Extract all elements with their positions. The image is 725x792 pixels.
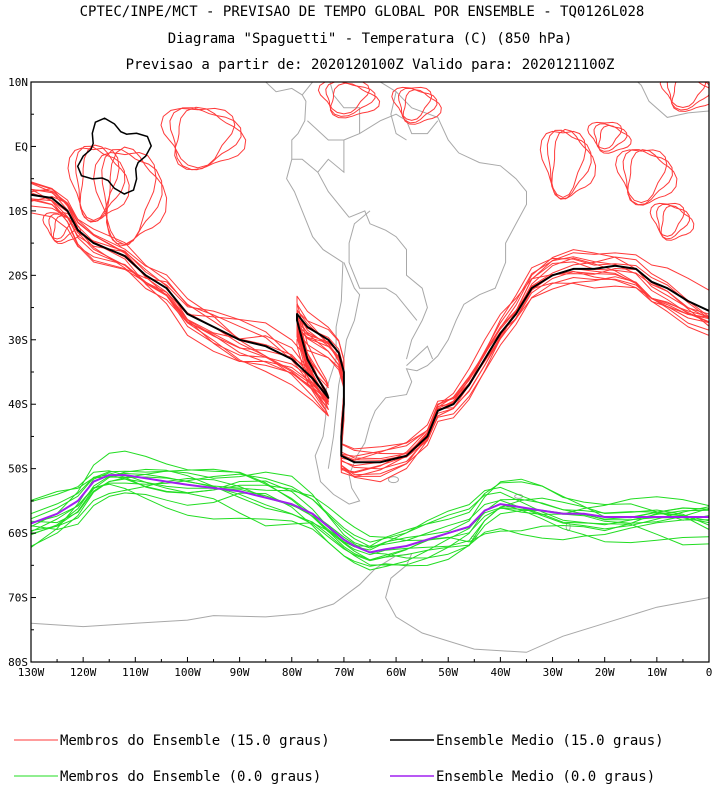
ensemble-member-line (31, 182, 709, 478)
x-tick-label: 70W (334, 666, 354, 679)
legend-label: Membros do Ensemble (15.0 graus) (60, 733, 330, 749)
chart-title: CPTEC/INPE/MCT - PREVISAO DE TEMPO GLOBA… (80, 4, 645, 20)
ensemble-means (31, 117, 709, 554)
ensemble-member-loop (42, 212, 72, 240)
ensemble-member-loop (174, 106, 247, 171)
ensemble-member-line (31, 188, 709, 476)
y-tick-label: 50S (8, 463, 28, 476)
ensemble-member-loop (101, 148, 163, 247)
ensemble-member-loop (169, 107, 242, 171)
y-tick-label: EQ (15, 140, 28, 153)
y-tick-label: 40S (8, 398, 28, 411)
ensemble-member-loop (587, 121, 623, 150)
ensemble-member-loop (627, 149, 678, 206)
ensemble-member-line (31, 189, 709, 460)
ensemble-member-line (31, 450, 709, 547)
ensemble-member-loop (649, 202, 685, 237)
ensemble-member-loop (160, 107, 236, 169)
ensemble-member-loop (551, 128, 597, 200)
x-tick-label: 80W (282, 666, 302, 679)
ensemble-member-line (31, 192, 709, 473)
ensemble-member-loop (329, 82, 381, 119)
x-tick-label: 30W (543, 666, 563, 679)
y-tick-label: 70S (8, 592, 28, 605)
x-tick-label: 0 (706, 666, 713, 679)
x-tick-label: 100W (174, 666, 201, 679)
ensemble-member-loop (67, 147, 120, 222)
ensemble-member-line (31, 188, 709, 450)
legend-label: Ensemble Medio (15.0 graus) (436, 733, 664, 749)
x-tick-label: 110W (122, 666, 149, 679)
ensemble-member-loop (546, 129, 592, 200)
x-tick-label: 120W (70, 666, 97, 679)
ensemble-member-loop (622, 149, 673, 206)
ensemble-member-line (31, 483, 709, 571)
ensemble-member-line (31, 473, 709, 541)
ensemble-member-loop (660, 205, 695, 241)
ensemble-member-line (31, 470, 709, 551)
ensemble-member-line (31, 473, 709, 548)
plot-frame (30, 81, 710, 663)
ensemble-member-loop (74, 145, 126, 223)
ensemble-member-line (31, 205, 709, 467)
x-tick-label: 90W (230, 666, 250, 679)
axis-ticks: 130W 120W 110W 100W 90W 80W 70W 60W 50W 40W 30W 20W… (8, 76, 712, 679)
ensemble-member-loop (402, 89, 442, 125)
ensemble-member-line (31, 198, 709, 470)
legend-label: Membros do Ensemble (0.0 graus) (60, 769, 321, 785)
x-tick-label: 20W (595, 666, 615, 679)
ensemble-mean-line-1 (31, 193, 709, 464)
ensemble-member-line (31, 196, 709, 474)
y-tick-label: 60S (8, 527, 28, 540)
ensemble-members (31, 82, 709, 571)
ensemble-mean-loop (76, 117, 153, 195)
ensemble-member-line (31, 188, 709, 461)
x-tick-label: 130W (18, 666, 45, 679)
chart-subtitle-validity: Previsao a partir de: 2020120100Z Valido… (126, 57, 615, 73)
y-tick-label: 10S (8, 205, 28, 218)
ensemble-member-line (31, 472, 709, 561)
x-tick-label: 10W (647, 666, 667, 679)
ensemble-member-loop (52, 215, 82, 245)
y-tick-label: 20S (8, 269, 28, 282)
x-tick-label: 40W (490, 666, 510, 679)
y-tick-label: 80S (8, 656, 28, 669)
legend: Membros do Ensemble (15.0 graus) Ensemble… (14, 733, 664, 785)
ensemble-member-line (31, 468, 709, 566)
ensemble-member-loop (671, 82, 709, 112)
ensemble-member-loop (317, 82, 371, 115)
legend-label: Ensemble Medio (0.0 graus) (436, 769, 655, 785)
ensemble-member-loop (597, 124, 632, 154)
y-tick-label: 30S (8, 334, 28, 347)
ensemble-member-line (31, 212, 709, 455)
ensemble-member-loop (666, 82, 709, 111)
ensemble-member-loop (615, 149, 668, 204)
ensemble-member-line (31, 474, 709, 543)
x-tick-label: 60W (386, 666, 406, 679)
ensemble-member-loop (659, 82, 707, 109)
y-tick-label: 10N (8, 76, 28, 89)
ensemble-member-loop (391, 86, 433, 121)
ensemble-member-line (31, 478, 709, 556)
ensemble-mean-line-2 (31, 474, 709, 554)
ensemble-member-loop (539, 130, 587, 198)
ensemble-member-loop (79, 144, 130, 223)
ensemble-member-loop (105, 146, 168, 245)
x-tick-label: 50W (438, 666, 458, 679)
chart-subtitle: Diagrama "Spaguetti" - Temperatura (C) (… (168, 31, 573, 47)
